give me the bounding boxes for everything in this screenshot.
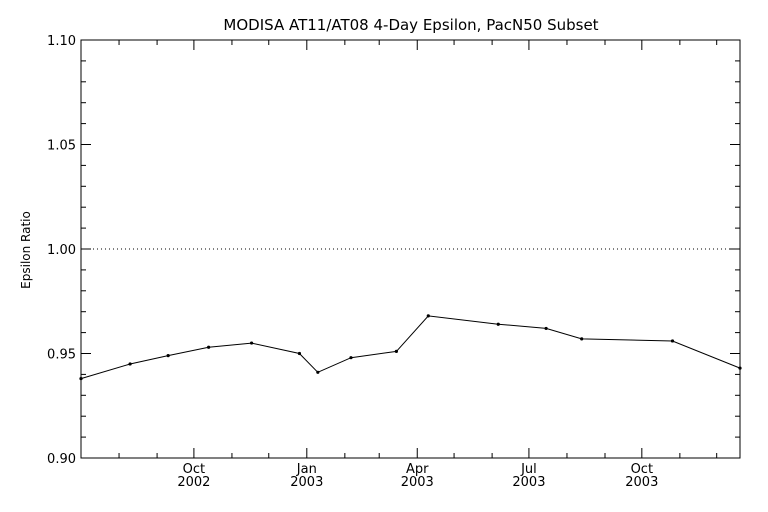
data-point: [349, 356, 353, 360]
y-axis-ticks: 0.90 0.95 1.00 1.05 1.10: [47, 34, 740, 467]
data-point: [316, 370, 320, 374]
x-tick-month-label: Jul: [520, 462, 537, 477]
data-point: [738, 366, 742, 370]
series-layer: [79, 314, 742, 381]
data-point: [496, 322, 500, 326]
data-point: [394, 349, 398, 354]
data-point: [249, 341, 254, 345]
x-tick-year-label: 2003: [512, 475, 545, 490]
series-line: [80, 315, 741, 380]
data-point: [426, 314, 430, 318]
y-axis-label: Epsilon Ratio: [19, 211, 33, 289]
y-tick-label: 0.90: [47, 452, 76, 467]
data-point: [580, 337, 584, 341]
data-point: [670, 339, 675, 343]
data-point: [128, 362, 132, 366]
data-point: [297, 351, 302, 356]
data-point: [79, 376, 83, 381]
x-tick-year-label: 2003: [401, 475, 434, 490]
y-tick-label: 1.00: [47, 243, 76, 258]
x-tick-month-label: Apr: [406, 462, 429, 477]
x-tick-year-label: 2003: [625, 475, 658, 490]
x-tick-month-label: Oct: [631, 462, 653, 477]
x-tick-year-label: 2002: [177, 475, 210, 490]
chart-title: MODISA AT11/AT08 4-Day Epsilon, PacN50 S…: [223, 16, 598, 34]
x-tick-month-label: Oct: [183, 462, 205, 477]
x-tick-year-label: 2003: [290, 475, 323, 490]
y-tick-label: 0.95: [47, 348, 76, 363]
y-tick-label: 1.05: [47, 139, 76, 154]
x-tick-month-label: Jan: [296, 462, 317, 477]
data-point: [166, 353, 170, 358]
data-point: [544, 326, 548, 331]
y-tick-label: 1.10: [47, 34, 76, 49]
data-point: [207, 345, 211, 349]
